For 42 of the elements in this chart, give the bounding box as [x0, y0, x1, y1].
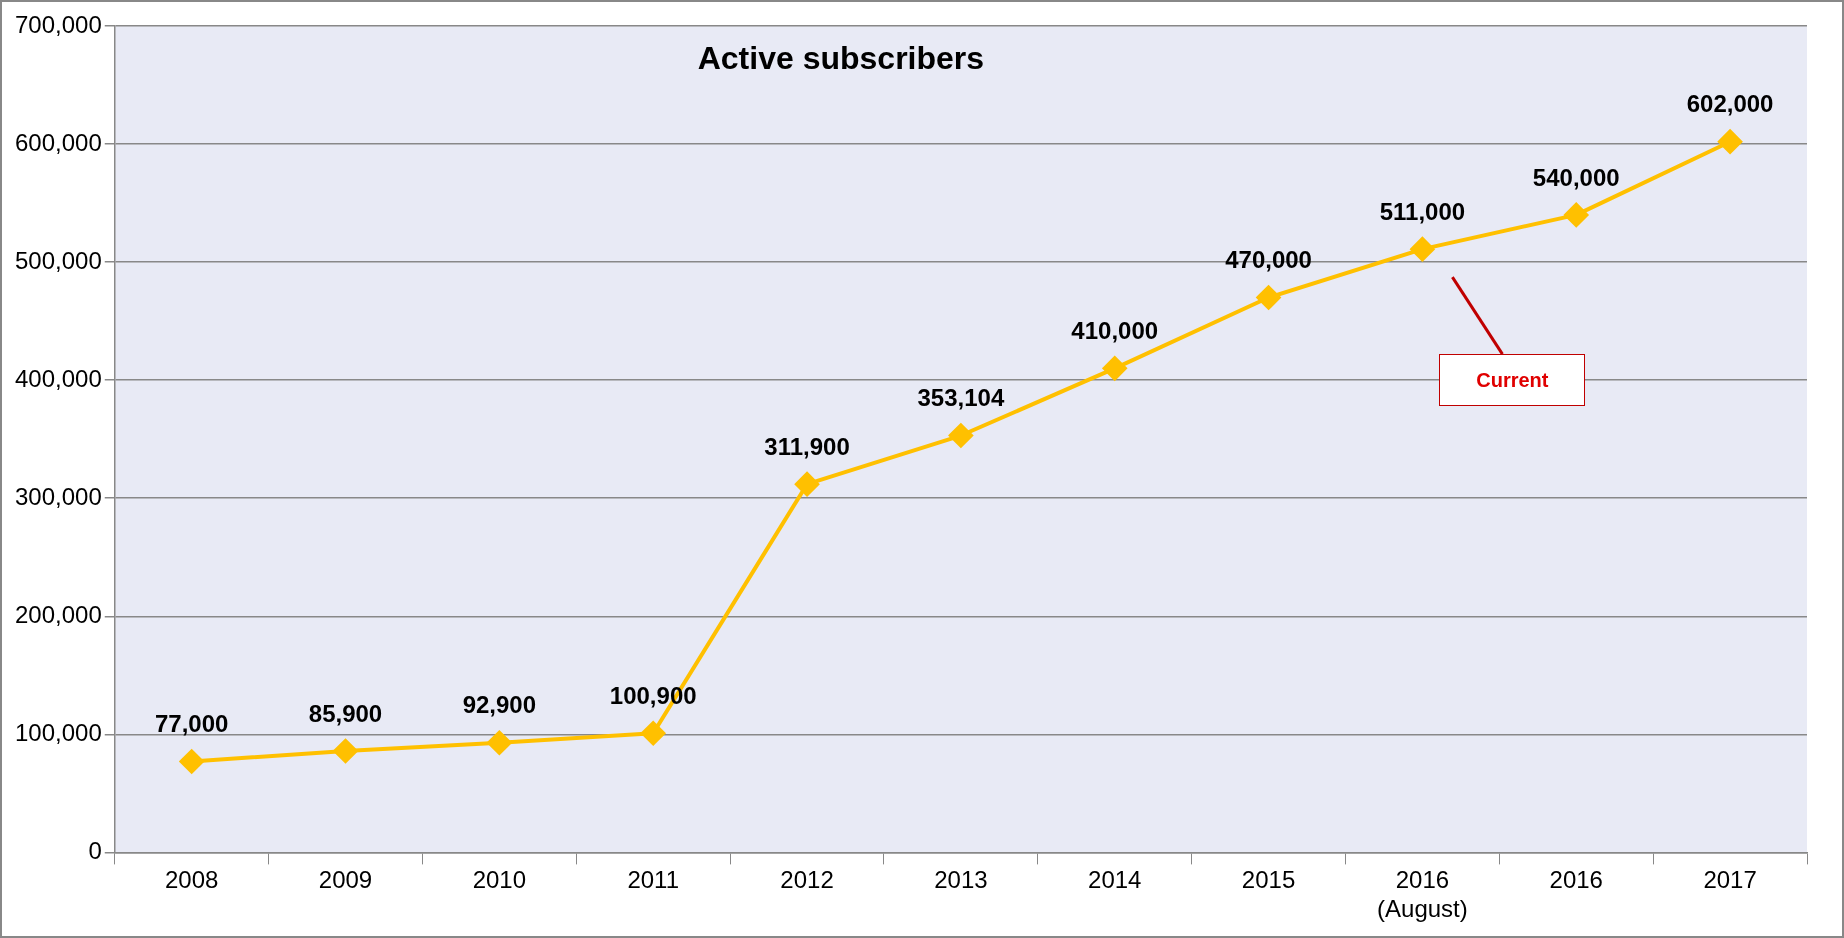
- text: 92,900: [462, 691, 537, 719]
- y-tick-label: 400,000: [14, 364, 102, 392]
- text: Active subscribers: [697, 39, 985, 76]
- point: [1410, 237, 1435, 262]
- point: [1564, 202, 1589, 227]
- point: [179, 749, 204, 774]
- y-tick-label: 500,000: [14, 246, 102, 274]
- y-tick-label: 0: [88, 837, 102, 865]
- point: [948, 423, 973, 448]
- x-tick-label: 2012: [780, 866, 834, 894]
- text: 511,000: [1379, 197, 1466, 225]
- x-tick-label: 2014: [1088, 866, 1142, 894]
- y-tick-label: 600,000: [14, 128, 102, 156]
- callout-box: Current: [1439, 354, 1586, 407]
- text: 77,000: [154, 710, 229, 738]
- x-tick-label: 2009: [318, 866, 373, 894]
- x-tick-label: 2016 (August): [1377, 866, 1468, 923]
- x-tick-label: 2010: [472, 866, 527, 894]
- x-tick-label: 2013: [934, 866, 988, 894]
- x-tick-label: 2017: [1703, 866, 1757, 894]
- point: [487, 730, 512, 755]
- y-tick-label: 100,000: [14, 718, 102, 746]
- text: 540,000: [1532, 163, 1620, 191]
- point: [1718, 129, 1743, 154]
- point: [1102, 356, 1127, 381]
- x-tick-label: 2008: [164, 866, 219, 894]
- point: [795, 472, 820, 497]
- y-tick-label: 200,000: [14, 600, 102, 628]
- x-tick-label: 2015: [1241, 866, 1296, 894]
- text: 85,900: [308, 699, 383, 727]
- point: [641, 721, 666, 746]
- x-tick-label: 2011: [627, 866, 679, 894]
- text: 470,000: [1225, 246, 1312, 274]
- x-tick-label: 2016: [1549, 866, 1603, 894]
- y-tick-label: 700,000: [14, 10, 102, 38]
- text: 311,900: [764, 432, 850, 460]
- text: 353,104: [917, 384, 1005, 412]
- text: 602,000: [1686, 90, 1774, 118]
- text: 410,000: [1071, 316, 1159, 344]
- point: [333, 738, 358, 763]
- y-tick-label: 300,000: [14, 482, 102, 510]
- point: [1256, 285, 1281, 310]
